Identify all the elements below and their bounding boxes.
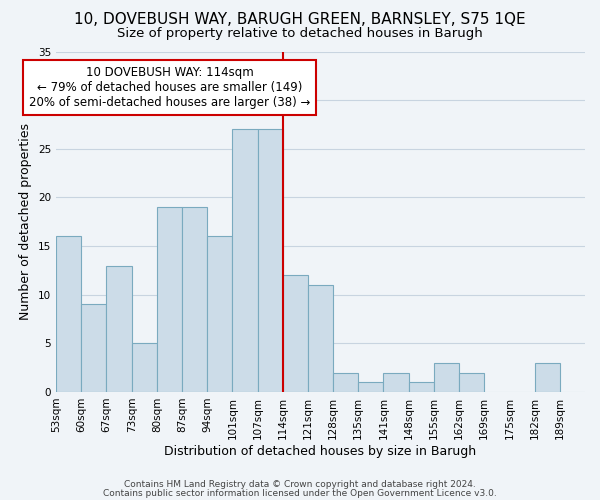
Bar bbox=[333, 372, 358, 392]
Bar bbox=[56, 236, 81, 392]
Text: Contains public sector information licensed under the Open Government Licence v3: Contains public sector information licen… bbox=[103, 488, 497, 498]
Bar bbox=[459, 372, 484, 392]
Bar bbox=[308, 285, 333, 392]
Y-axis label: Number of detached properties: Number of detached properties bbox=[19, 123, 32, 320]
Bar bbox=[283, 275, 308, 392]
Bar bbox=[383, 372, 409, 392]
Text: 10 DOVEBUSH WAY: 114sqm
← 79% of detached houses are smaller (149)
20% of semi-d: 10 DOVEBUSH WAY: 114sqm ← 79% of detache… bbox=[29, 66, 310, 109]
Bar bbox=[257, 130, 283, 392]
Bar bbox=[182, 207, 207, 392]
Bar bbox=[535, 363, 560, 392]
Text: Size of property relative to detached houses in Barugh: Size of property relative to detached ho… bbox=[117, 28, 483, 40]
Bar bbox=[81, 304, 106, 392]
X-axis label: Distribution of detached houses by size in Barugh: Distribution of detached houses by size … bbox=[164, 444, 476, 458]
Text: 10, DOVEBUSH WAY, BARUGH GREEN, BARNSLEY, S75 1QE: 10, DOVEBUSH WAY, BARUGH GREEN, BARNSLEY… bbox=[74, 12, 526, 28]
Bar bbox=[131, 344, 157, 392]
Bar bbox=[232, 130, 257, 392]
Bar bbox=[434, 363, 459, 392]
Text: Contains HM Land Registry data © Crown copyright and database right 2024.: Contains HM Land Registry data © Crown c… bbox=[124, 480, 476, 489]
Bar bbox=[157, 207, 182, 392]
Bar bbox=[358, 382, 383, 392]
Bar bbox=[409, 382, 434, 392]
Bar bbox=[106, 266, 131, 392]
Bar bbox=[207, 236, 232, 392]
